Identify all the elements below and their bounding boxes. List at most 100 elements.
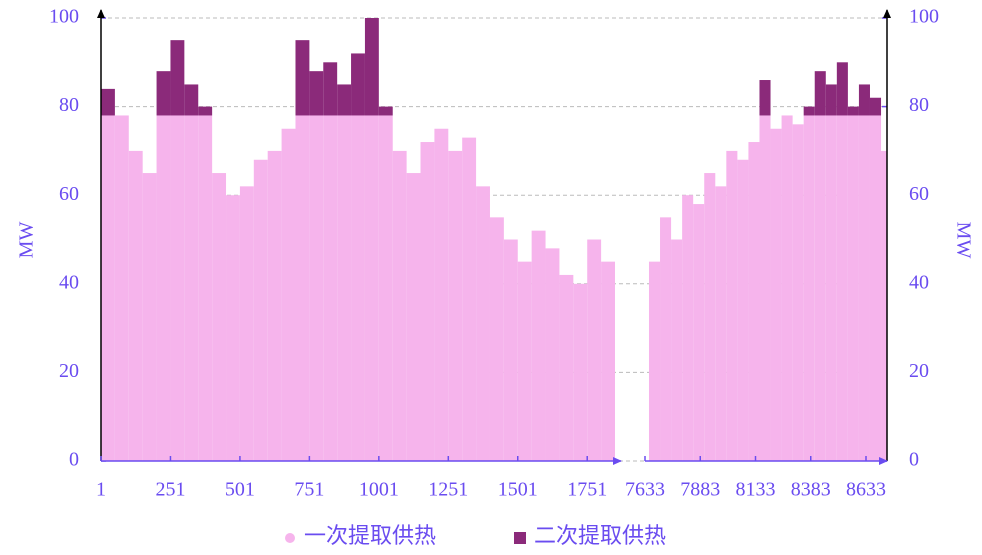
bar (351, 115, 365, 462)
y2-axis-label: MW (952, 222, 974, 259)
y2-tick-label: 60 (909, 183, 929, 205)
bar (781, 115, 793, 462)
bar (693, 204, 705, 461)
bar (170, 115, 185, 462)
bar (587, 239, 602, 461)
y-tick-label: 40 (59, 271, 79, 293)
x-tick-label: 1 (96, 479, 106, 501)
bar (378, 115, 393, 462)
bar (770, 128, 782, 461)
bar (759, 80, 771, 116)
bar (759, 115, 771, 462)
bar (156, 115, 171, 462)
bar (156, 71, 171, 116)
y-tick-label: 100 (49, 6, 79, 28)
bar (337, 115, 352, 462)
bar (337, 84, 352, 116)
bar (503, 239, 518, 461)
x-tick-label: 7883 (680, 479, 720, 501)
x-tick-label: 1001 (359, 479, 399, 501)
bar (295, 40, 310, 116)
bar (434, 128, 449, 461)
bar (814, 115, 826, 462)
bar (559, 274, 574, 461)
x-tick-label: 1751 (567, 479, 607, 501)
bar (869, 97, 882, 116)
bar (660, 217, 672, 461)
bar (737, 159, 749, 461)
bar (448, 150, 463, 461)
x-tick-label: 251 (155, 479, 185, 501)
y2-tick-label: 20 (909, 360, 929, 382)
bar (858, 84, 870, 116)
bar (748, 142, 760, 462)
bar (825, 84, 837, 116)
bar (378, 106, 393, 116)
bar (836, 115, 848, 462)
bar (531, 230, 546, 461)
x-tick-label: 751 (294, 479, 324, 501)
y2-tick-label: 0 (909, 449, 919, 471)
bar (184, 84, 199, 116)
legend-label: 一次提取供热 (304, 523, 436, 548)
bar (198, 106, 213, 116)
bar (545, 248, 560, 461)
bar (281, 128, 296, 461)
bar (420, 142, 435, 462)
bar (601, 261, 615, 461)
bar (309, 71, 324, 116)
bar (295, 115, 310, 462)
bar (406, 173, 421, 462)
bar (814, 71, 826, 116)
bar (847, 106, 859, 116)
bar (847, 115, 859, 462)
bar (881, 150, 887, 461)
y-tick-label: 80 (59, 94, 79, 116)
bar (869, 115, 882, 462)
bar (792, 124, 804, 461)
bar (253, 159, 268, 461)
x-tick-label: 7633 (625, 479, 665, 501)
x-tick-label: 8133 (736, 479, 776, 501)
bar (476, 186, 490, 461)
bar (198, 115, 213, 462)
bar (836, 62, 848, 116)
bar (462, 137, 477, 462)
bar (825, 115, 837, 462)
bar (101, 88, 115, 116)
bar (648, 261, 661, 461)
bar (267, 150, 282, 461)
bar (309, 115, 324, 462)
x-tick-label: 501 (225, 479, 255, 501)
legend-label: 二次提取供热 (534, 523, 666, 548)
bar (489, 217, 504, 461)
x-tick-label: 8633 (846, 479, 886, 501)
bar (803, 106, 815, 116)
x-tick-label: 1251 (428, 479, 468, 501)
bar (392, 150, 407, 461)
y2-tick-label: 40 (909, 271, 929, 293)
bar (803, 115, 815, 462)
y-tick-label: 60 (59, 183, 79, 205)
legend-marker (285, 533, 295, 543)
bar (239, 186, 254, 461)
legend-marker (514, 532, 526, 544)
bar (715, 186, 727, 461)
bar (323, 115, 338, 462)
bar (364, 18, 379, 116)
bar (212, 173, 227, 462)
bar (323, 62, 338, 116)
bar (114, 115, 129, 462)
bar (226, 195, 240, 461)
y-tick-label: 20 (59, 360, 79, 382)
y2-tick-label: 100 (909, 6, 939, 28)
x-tick-label: 1501 (498, 479, 538, 501)
bar (682, 195, 694, 461)
bar (170, 40, 185, 116)
x-tick-label: 8383 (791, 479, 831, 501)
bar (726, 150, 738, 461)
bar (351, 53, 365, 116)
bar (573, 283, 588, 461)
bar (858, 115, 870, 462)
